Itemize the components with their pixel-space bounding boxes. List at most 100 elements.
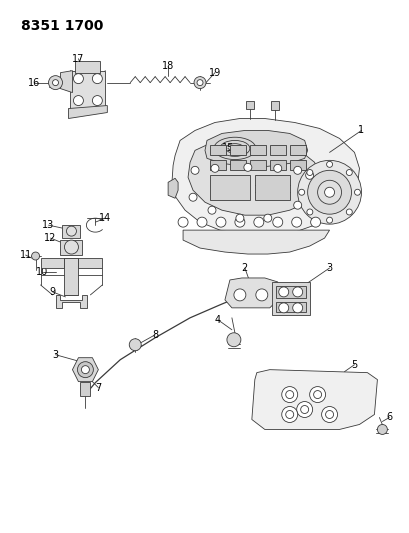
Polygon shape xyxy=(168,179,178,198)
Bar xyxy=(64,258,78,295)
Text: 16: 16 xyxy=(27,78,40,87)
Circle shape xyxy=(306,209,312,215)
Text: 10: 10 xyxy=(36,267,49,277)
Bar xyxy=(270,101,278,110)
Bar xyxy=(209,160,225,171)
Circle shape xyxy=(272,217,282,227)
Circle shape xyxy=(207,206,216,214)
Circle shape xyxy=(313,391,321,399)
Circle shape xyxy=(346,209,351,215)
Bar xyxy=(209,146,225,156)
Circle shape xyxy=(48,76,62,90)
Circle shape xyxy=(326,161,332,167)
Text: 3: 3 xyxy=(52,350,58,360)
Circle shape xyxy=(129,339,141,351)
Circle shape xyxy=(226,333,240,347)
Bar xyxy=(269,160,285,171)
Polygon shape xyxy=(204,131,307,166)
Circle shape xyxy=(73,95,83,106)
Circle shape xyxy=(189,193,197,201)
Circle shape xyxy=(291,217,301,227)
Circle shape xyxy=(235,214,243,222)
Bar xyxy=(62,225,80,238)
Bar xyxy=(275,302,305,312)
Circle shape xyxy=(377,424,387,434)
Circle shape xyxy=(317,180,341,204)
Circle shape xyxy=(52,79,58,86)
Polygon shape xyxy=(172,118,359,236)
Circle shape xyxy=(300,406,308,414)
Circle shape xyxy=(255,289,267,301)
Text: 18: 18 xyxy=(162,61,174,71)
Polygon shape xyxy=(61,71,72,93)
Text: 5: 5 xyxy=(351,360,357,370)
Circle shape xyxy=(292,303,302,313)
Circle shape xyxy=(92,95,102,106)
Circle shape xyxy=(309,386,325,402)
Polygon shape xyxy=(72,358,98,382)
Bar xyxy=(61,240,82,255)
Circle shape xyxy=(281,386,297,402)
Circle shape xyxy=(354,189,360,195)
Circle shape xyxy=(293,166,301,174)
Circle shape xyxy=(310,217,320,227)
Circle shape xyxy=(73,74,83,84)
Circle shape xyxy=(243,163,251,171)
Circle shape xyxy=(325,410,333,418)
Circle shape xyxy=(211,164,218,172)
Circle shape xyxy=(234,217,244,227)
Bar xyxy=(269,146,285,156)
Circle shape xyxy=(278,303,288,313)
Circle shape xyxy=(92,74,102,84)
Bar xyxy=(249,160,265,171)
Bar xyxy=(289,146,305,156)
Text: 1: 1 xyxy=(357,125,364,135)
Circle shape xyxy=(324,187,334,197)
Circle shape xyxy=(346,169,351,175)
Text: 8351 1700: 8351 1700 xyxy=(20,19,103,33)
Circle shape xyxy=(306,169,312,175)
Circle shape xyxy=(281,407,297,423)
Text: 9: 9 xyxy=(49,287,56,297)
Circle shape xyxy=(297,160,361,224)
Circle shape xyxy=(273,164,281,172)
Circle shape xyxy=(285,391,293,399)
Text: 3: 3 xyxy=(326,263,332,273)
Circle shape xyxy=(178,217,188,227)
Polygon shape xyxy=(40,258,64,268)
Circle shape xyxy=(293,201,301,209)
Bar xyxy=(229,160,245,171)
Text: 4: 4 xyxy=(214,315,220,325)
Text: 19: 19 xyxy=(208,68,220,78)
Circle shape xyxy=(191,166,198,174)
Text: 8: 8 xyxy=(152,330,158,340)
Circle shape xyxy=(193,77,205,88)
Polygon shape xyxy=(254,175,289,200)
Circle shape xyxy=(64,240,78,254)
Bar xyxy=(289,160,305,171)
Polygon shape xyxy=(183,230,329,254)
Circle shape xyxy=(77,362,93,377)
Text: 7: 7 xyxy=(95,383,101,393)
Bar xyxy=(80,382,90,395)
Polygon shape xyxy=(75,61,100,72)
Text: 11: 11 xyxy=(20,250,31,260)
Circle shape xyxy=(307,171,351,214)
Circle shape xyxy=(285,410,293,418)
Circle shape xyxy=(305,171,313,179)
Circle shape xyxy=(233,289,245,301)
Circle shape xyxy=(66,226,76,236)
Text: 12: 12 xyxy=(44,233,56,243)
Circle shape xyxy=(263,214,271,222)
Polygon shape xyxy=(68,106,107,118)
Bar xyxy=(275,286,305,298)
Circle shape xyxy=(326,217,332,223)
Circle shape xyxy=(292,287,302,297)
Polygon shape xyxy=(78,258,102,268)
Circle shape xyxy=(216,217,225,227)
Circle shape xyxy=(296,401,312,417)
Circle shape xyxy=(197,79,202,86)
Polygon shape xyxy=(209,175,249,200)
Circle shape xyxy=(31,252,39,260)
Polygon shape xyxy=(225,278,277,308)
